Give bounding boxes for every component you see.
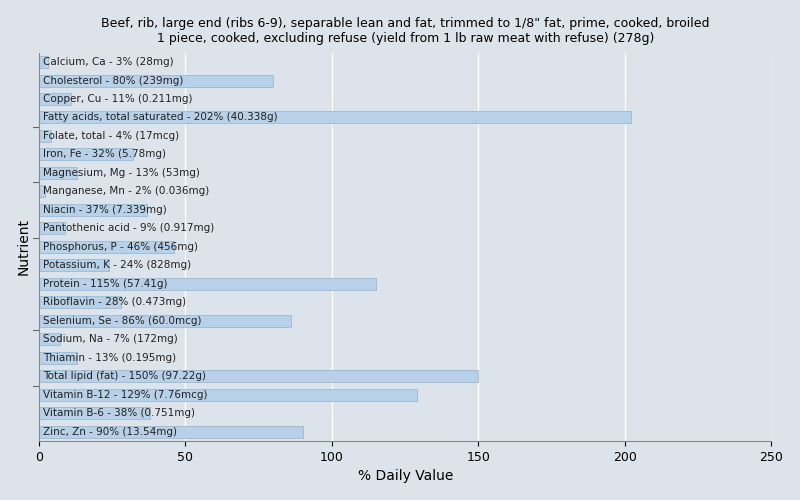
Bar xyxy=(39,222,66,234)
Bar xyxy=(39,74,274,86)
Text: Pantothenic acid - 9% (0.917mg): Pantothenic acid - 9% (0.917mg) xyxy=(43,224,214,234)
Bar xyxy=(39,408,150,420)
Text: Protein - 115% (57.41g): Protein - 115% (57.41g) xyxy=(43,279,168,289)
Bar xyxy=(39,186,45,198)
Bar xyxy=(39,296,121,308)
Bar xyxy=(39,130,50,142)
Text: Sodium, Na - 7% (172mg): Sodium, Na - 7% (172mg) xyxy=(43,334,178,344)
Text: Vitamin B-12 - 129% (7.76mcg): Vitamin B-12 - 129% (7.76mcg) xyxy=(43,390,208,400)
Bar xyxy=(39,241,174,253)
Bar xyxy=(39,370,478,382)
Bar xyxy=(39,334,59,345)
Bar xyxy=(39,204,147,216)
Text: Phosphorus, P - 46% (456mg): Phosphorus, P - 46% (456mg) xyxy=(43,242,198,252)
Bar xyxy=(39,389,417,401)
Text: Copper, Cu - 11% (0.211mg): Copper, Cu - 11% (0.211mg) xyxy=(43,94,193,104)
Text: Fatty acids, total saturated - 202% (40.338g): Fatty acids, total saturated - 202% (40.… xyxy=(43,112,278,122)
Bar xyxy=(39,56,48,68)
Text: Iron, Fe - 32% (5.78mg): Iron, Fe - 32% (5.78mg) xyxy=(43,150,166,160)
Bar xyxy=(39,315,291,327)
Bar xyxy=(39,148,133,160)
Text: Vitamin B-6 - 38% (0.751mg): Vitamin B-6 - 38% (0.751mg) xyxy=(43,408,195,418)
Text: Thiamin - 13% (0.195mg): Thiamin - 13% (0.195mg) xyxy=(43,353,177,363)
Text: Riboflavin - 28% (0.473mg): Riboflavin - 28% (0.473mg) xyxy=(43,298,186,308)
Title: Beef, rib, large end (ribs 6-9), separable lean and fat, trimmed to 1/8" fat, pr: Beef, rib, large end (ribs 6-9), separab… xyxy=(101,16,710,44)
Text: Potassium, K - 24% (828mg): Potassium, K - 24% (828mg) xyxy=(43,260,191,270)
Text: Zinc, Zn - 90% (13.54mg): Zinc, Zn - 90% (13.54mg) xyxy=(43,427,178,437)
Text: Selenium, Se - 86% (60.0mcg): Selenium, Se - 86% (60.0mcg) xyxy=(43,316,202,326)
Bar xyxy=(39,93,71,105)
Text: Magnesium, Mg - 13% (53mg): Magnesium, Mg - 13% (53mg) xyxy=(43,168,200,178)
Bar xyxy=(39,112,630,124)
Text: Manganese, Mn - 2% (0.036mg): Manganese, Mn - 2% (0.036mg) xyxy=(43,186,210,196)
Bar xyxy=(39,167,77,179)
Text: Calcium, Ca - 3% (28mg): Calcium, Ca - 3% (28mg) xyxy=(43,57,174,67)
Text: Niacin - 37% (7.339mg): Niacin - 37% (7.339mg) xyxy=(43,205,167,215)
Bar xyxy=(39,426,302,438)
Text: Folate, total - 4% (17mcg): Folate, total - 4% (17mcg) xyxy=(43,131,179,141)
Y-axis label: Nutrient: Nutrient xyxy=(17,218,30,276)
Text: Cholesterol - 80% (239mg): Cholesterol - 80% (239mg) xyxy=(43,76,184,86)
X-axis label: % Daily Value: % Daily Value xyxy=(358,470,453,484)
Text: Total lipid (fat) - 150% (97.22g): Total lipid (fat) - 150% (97.22g) xyxy=(43,372,206,382)
Bar xyxy=(39,352,77,364)
Bar xyxy=(39,260,110,272)
Bar xyxy=(39,278,376,290)
